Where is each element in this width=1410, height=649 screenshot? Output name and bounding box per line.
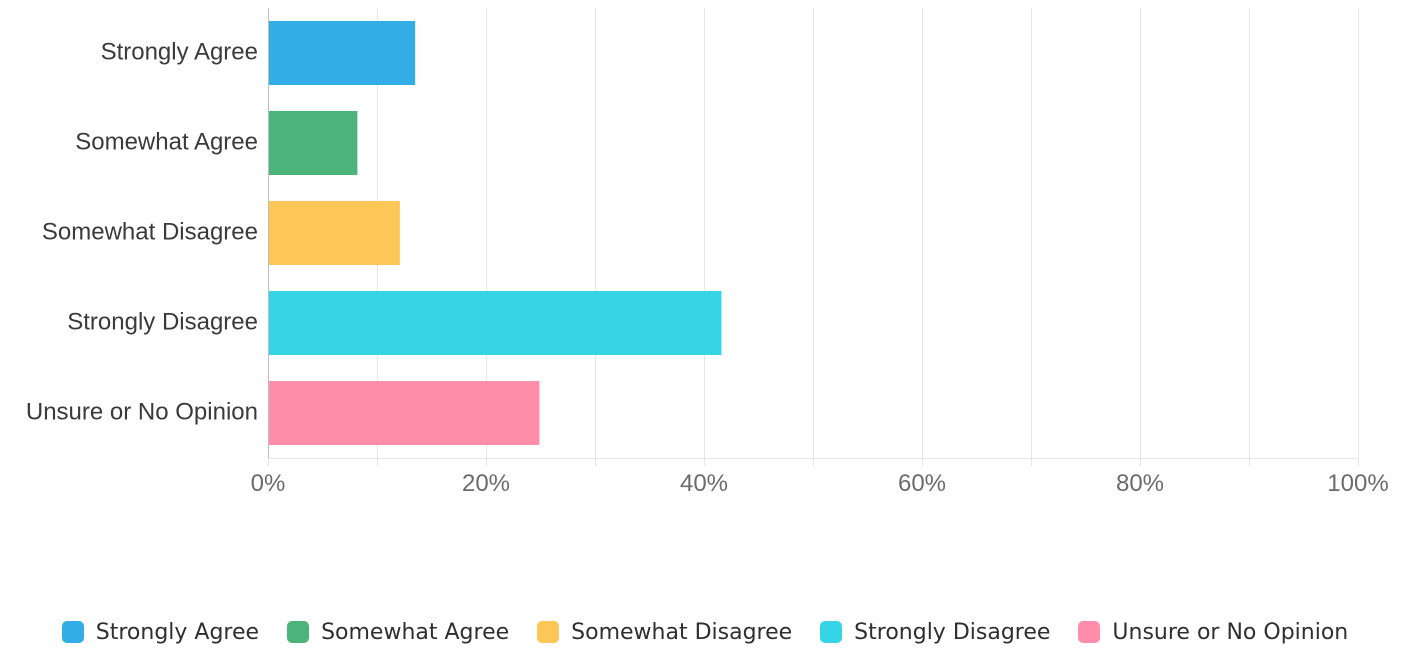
x-tick-label: 0% bbox=[251, 470, 286, 497]
bar-chart: Strongly Agree Somewhat Agree Somewhat Dis… bbox=[26, 8, 1389, 497]
category-label: Strongly Agree bbox=[101, 38, 258, 65]
x-tick-label: 60% bbox=[898, 470, 946, 497]
category-label: Somewhat Agree bbox=[75, 128, 258, 155]
bar-strongly-agree[interactable] bbox=[268, 21, 416, 85]
category-label: Somewhat Disagree bbox=[42, 218, 258, 245]
grid-lines bbox=[268, 8, 1359, 466]
category-label: Unsure or No Opinion bbox=[26, 398, 258, 425]
legend-label: Unsure or No Opinion bbox=[1112, 619, 1349, 645]
legend-swatch bbox=[820, 621, 843, 643]
legend-item-somewhat-agree[interactable]: Somewhat Agree bbox=[287, 620, 509, 645]
legend-item-unsure-or-no-opinion[interactable]: Unsure or No Opinion bbox=[1078, 620, 1348, 645]
legend-swatch bbox=[287, 621, 310, 643]
x-tick-labels: 0% 20% 40% 60% 80% 100% bbox=[251, 470, 1389, 497]
bar-somewhat-disagree[interactable] bbox=[268, 201, 400, 265]
legend-swatch bbox=[537, 621, 560, 643]
bars-group bbox=[268, 21, 722, 445]
category-label: Strongly Disagree bbox=[67, 308, 258, 335]
x-tick-label: 40% bbox=[680, 470, 728, 497]
legend-item-strongly-agree[interactable]: Strongly Agree bbox=[61, 619, 260, 645]
legend-swatch bbox=[61, 621, 84, 643]
legend-swatch bbox=[1078, 621, 1101, 643]
bar-somewhat-agree[interactable] bbox=[268, 111, 358, 175]
legend-label: Somewhat Disagree bbox=[571, 619, 793, 645]
legend: Strongly Agree Somewhat Agree Somewhat D… bbox=[0, 615, 1410, 649]
category-labels: Strongly Agree Somewhat Agree Somewhat Dis… bbox=[26, 38, 258, 425]
x-tick-label: 80% bbox=[1116, 470, 1164, 497]
x-tick-label: 100% bbox=[1327, 470, 1388, 497]
legend-label: Somewhat Agree bbox=[321, 619, 510, 645]
bar-unsure-or-no-opinion[interactable] bbox=[268, 381, 540, 445]
legend-item-somewhat-disagree[interactable]: Somewhat Disagree bbox=[537, 620, 792, 645]
legend-item-strongly-disagree[interactable]: Strongly Disagree bbox=[820, 620, 1050, 645]
x-tick-label: 20% bbox=[462, 470, 510, 497]
legend-label: Strongly Disagree bbox=[854, 619, 1051, 645]
bar-strongly-disagree[interactable] bbox=[268, 291, 722, 355]
legend-label: Strongly Agree bbox=[95, 619, 260, 645]
